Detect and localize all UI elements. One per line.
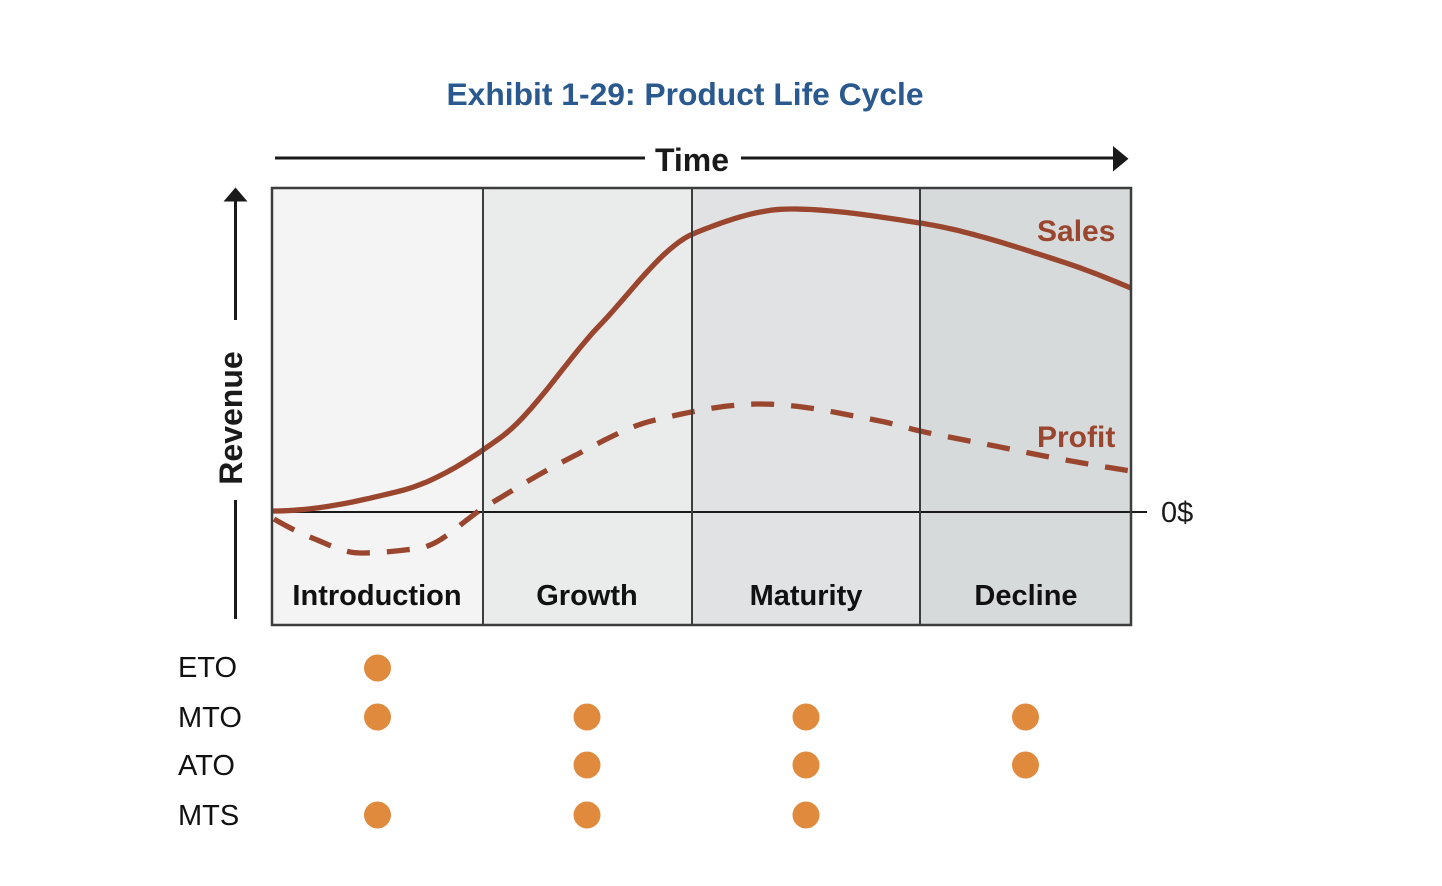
svg-text:ATO: ATO: [178, 750, 235, 782]
svg-text:Time: Time: [655, 142, 729, 178]
svg-text:Profit: Profit: [1037, 421, 1115, 454]
svg-text:0$: 0$: [1161, 497, 1193, 529]
svg-text:Maturity: Maturity: [750, 580, 863, 612]
svg-text:ETO: ETO: [178, 652, 237, 684]
svg-text:Sales: Sales: [1037, 215, 1115, 248]
svg-text:Decline: Decline: [974, 580, 1077, 612]
svg-text:Exhibit 1-29: Product Life Cyc: Exhibit 1-29: Product Life Cycle: [446, 76, 923, 112]
svg-text:Growth: Growth: [536, 580, 638, 612]
svg-text:Introduction: Introduction: [292, 580, 461, 612]
svg-text:MTO: MTO: [178, 702, 242, 734]
svg-text:MTS: MTS: [178, 800, 239, 832]
svg-text:Revenue: Revenue: [213, 351, 249, 484]
